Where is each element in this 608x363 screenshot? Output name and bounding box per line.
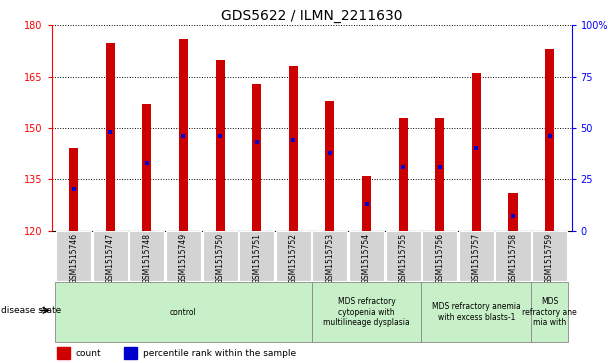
FancyBboxPatch shape [496, 231, 531, 281]
Text: GSM1515753: GSM1515753 [325, 233, 334, 284]
Text: GSM1515757: GSM1515757 [472, 233, 481, 284]
Bar [179, 39, 188, 231]
FancyBboxPatch shape [166, 231, 201, 281]
Text: GSM1515758: GSM1515758 [508, 233, 517, 284]
FancyBboxPatch shape [92, 231, 128, 281]
FancyBboxPatch shape [313, 231, 348, 281]
Point [398, 164, 408, 170]
FancyBboxPatch shape [311, 282, 421, 342]
Point [435, 164, 444, 170]
Bar [545, 49, 554, 231]
Point [69, 187, 78, 192]
FancyBboxPatch shape [349, 231, 384, 281]
Text: disease state: disease state [1, 306, 61, 315]
Text: GSM1515755: GSM1515755 [399, 233, 407, 284]
Bar [362, 176, 371, 231]
Text: percentile rank within the sample: percentile rank within the sample [143, 348, 295, 358]
FancyBboxPatch shape [532, 231, 567, 281]
FancyBboxPatch shape [459, 231, 494, 281]
Bar [57, 347, 70, 359]
Point [105, 129, 115, 135]
Point [325, 150, 335, 155]
Text: GSM1515754: GSM1515754 [362, 233, 371, 284]
Bar [252, 83, 261, 231]
Text: control: control [170, 308, 197, 317]
Point [215, 133, 225, 139]
Text: MDS refractory anemia
with excess blasts-1: MDS refractory anemia with excess blasts… [432, 302, 520, 322]
Text: GSM1515756: GSM1515756 [435, 233, 444, 284]
Bar [399, 118, 408, 231]
Point [179, 133, 188, 139]
Bar [508, 193, 517, 231]
Title: GDS5622 / ILMN_2211630: GDS5622 / ILMN_2211630 [221, 9, 402, 23]
Text: GSM1515750: GSM1515750 [216, 233, 224, 284]
Text: GSM1515759: GSM1515759 [545, 233, 554, 284]
Bar [215, 60, 224, 231]
Bar [289, 66, 298, 231]
Bar [106, 42, 115, 231]
Point [471, 146, 481, 151]
Text: MDS
refractory ane
mia with: MDS refractory ane mia with [522, 297, 577, 327]
FancyBboxPatch shape [239, 231, 274, 281]
Point [252, 139, 261, 145]
FancyBboxPatch shape [56, 231, 91, 281]
Point [142, 160, 152, 166]
FancyBboxPatch shape [55, 282, 311, 342]
Bar [69, 148, 78, 231]
FancyBboxPatch shape [531, 282, 568, 342]
Point [288, 137, 298, 143]
Text: count: count [75, 348, 101, 358]
Bar [435, 118, 444, 231]
Text: MDS refractory
cytopenia with
multilineage dysplasia: MDS refractory cytopenia with multilinea… [323, 297, 410, 327]
FancyBboxPatch shape [385, 231, 421, 281]
Bar [125, 347, 137, 359]
Bar [325, 101, 334, 231]
FancyBboxPatch shape [202, 231, 238, 281]
FancyBboxPatch shape [422, 231, 457, 281]
Text: GSM1515747: GSM1515747 [106, 233, 115, 284]
FancyBboxPatch shape [275, 231, 311, 281]
FancyBboxPatch shape [421, 282, 531, 342]
Bar [472, 73, 481, 231]
Point [362, 201, 371, 207]
FancyBboxPatch shape [130, 231, 164, 281]
Text: GSM1515746: GSM1515746 [69, 233, 78, 284]
Text: GSM1515749: GSM1515749 [179, 233, 188, 284]
Point [508, 213, 518, 219]
Text: GSM1515748: GSM1515748 [142, 233, 151, 284]
Bar [142, 104, 151, 231]
Text: GSM1515751: GSM1515751 [252, 233, 261, 284]
Text: GSM1515752: GSM1515752 [289, 233, 298, 284]
Point [545, 133, 554, 139]
